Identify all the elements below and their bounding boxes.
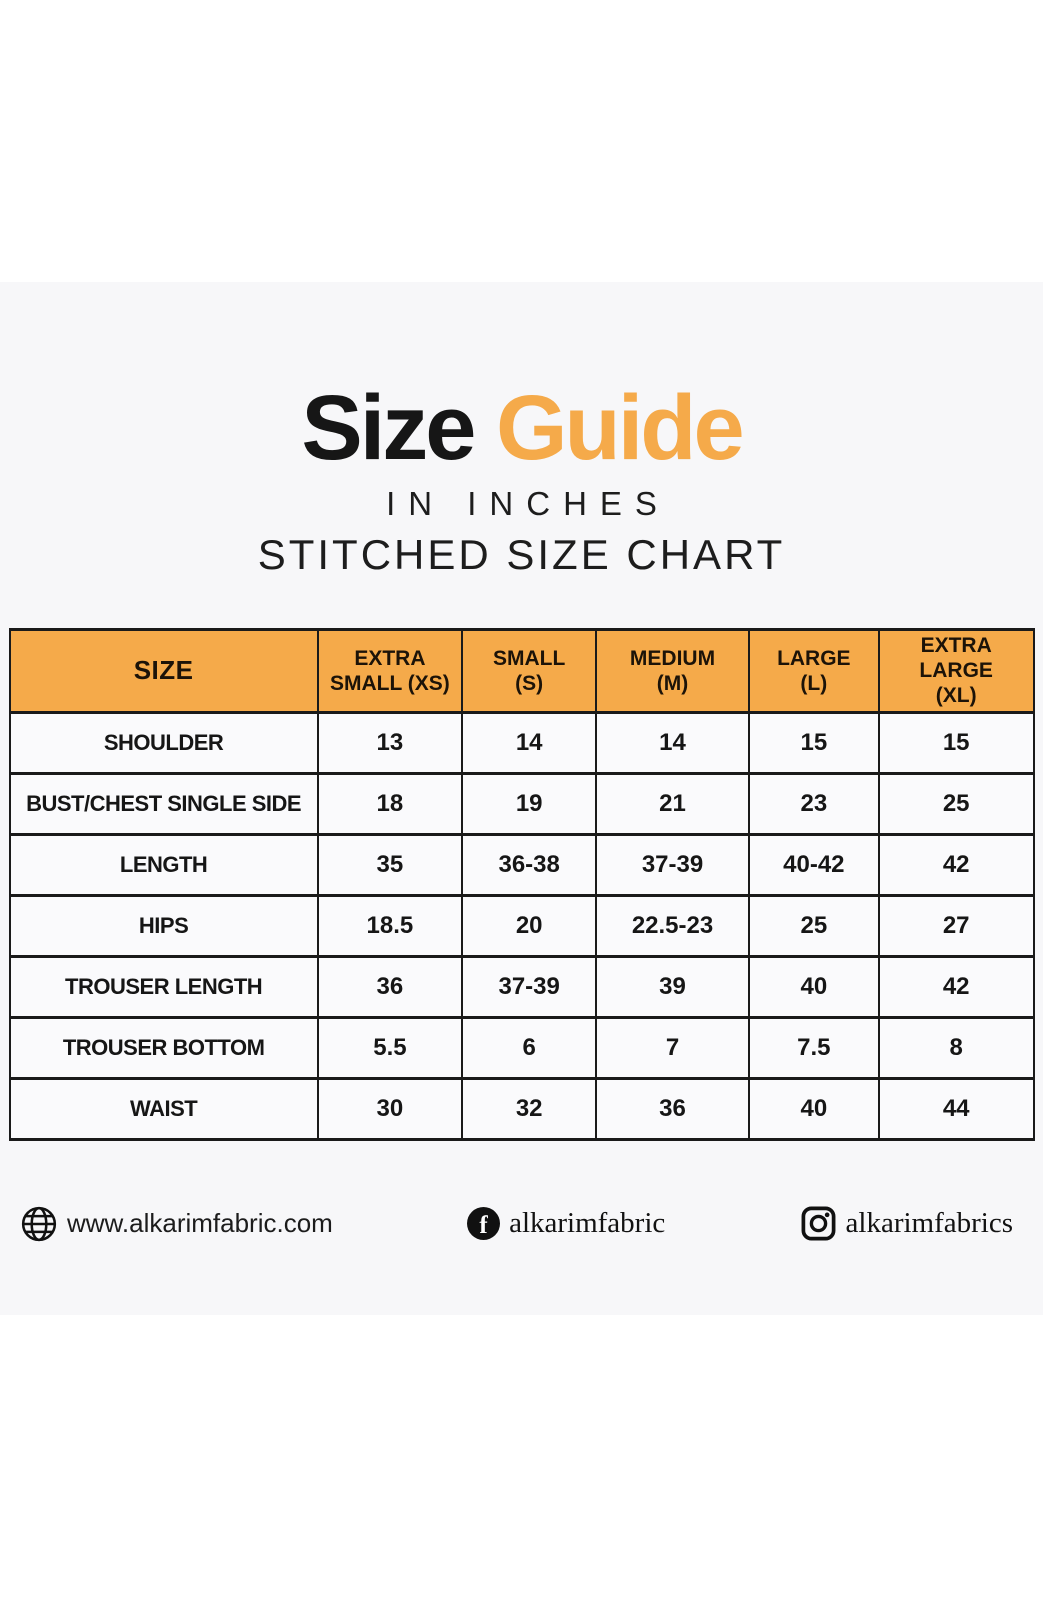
cell-value: 23	[747, 771, 880, 836]
cell-value: 6	[461, 1015, 598, 1080]
table-row-bust-chest: BUST/CHEST SINGLE SIDE 18 19 21 23 25	[8, 771, 1035, 836]
cell-value: 15	[747, 710, 880, 775]
facebook-link[interactable]: f alkarimfabric	[467, 1207, 666, 1241]
cell-value: 25	[877, 771, 1035, 836]
cell-value: 40	[747, 954, 880, 1019]
cell-value: 36-38	[461, 832, 598, 897]
row-label: TROUSER BOTTOM	[8, 1015, 319, 1080]
table-row-trouser-length: TROUSER LENGTH 36 37-39 39 40 42	[8, 954, 1035, 1019]
title-word-guide: Guide	[495, 377, 745, 479]
row-label: BUST/CHEST SINGLE SIDE	[8, 771, 319, 836]
row-label: HIPS	[8, 893, 319, 958]
cell-value: 20	[461, 893, 598, 958]
cell-value: 25	[747, 893, 880, 958]
cell-value: 35	[316, 832, 464, 897]
col-header-medium: MEDIUM (M)	[595, 628, 750, 714]
cell-value: 36	[316, 954, 464, 1019]
table-row-length: LENGTH 35 36-38 37-39 40-42 42	[8, 832, 1035, 897]
instagram-link[interactable]: alkarimfabrics	[800, 1205, 1013, 1242]
cell-value: 21	[595, 771, 750, 836]
facebook-label: alkarimfabric	[509, 1207, 666, 1240]
table-row-shoulder: SHOULDER 13 14 14 15 15	[8, 710, 1035, 775]
cell-value: 37-39	[595, 832, 750, 897]
row-label: SHOULDER	[8, 710, 319, 775]
cell-value: 40-42	[747, 832, 880, 897]
cell-value: 14	[595, 710, 750, 775]
col-header-extra-small: EXTRA SMALL (XS)	[316, 628, 464, 714]
table-header-row: SIZE EXTRA SMALL (XS) SMALL (S) MEDIUM (M) …	[8, 628, 1035, 714]
website-label: www.alkarimfabric.com	[67, 1208, 333, 1239]
subtitle-stitched-size-chart: STITCHED SIZE CHART	[257, 531, 786, 578]
cell-value: 14	[461, 710, 598, 775]
table-row-hips: HIPS 18.5 20 22.5-23 25 27	[8, 893, 1035, 958]
title-block: Size Guide IN INCHES STITCHED SIZE CHART	[0, 382, 1043, 578]
cell-value: 18	[316, 771, 464, 836]
page-title: Size Guide	[0, 382, 1043, 474]
cell-value: 36	[595, 1076, 750, 1141]
size-chart-table: SIZE EXTRA SMALL (XS) SMALL (S) MEDIUM (M) …	[8, 628, 1035, 1141]
cell-value: 13	[316, 710, 464, 775]
size-guide-panel: Size Guide IN INCHES STITCHED SIZE CHART…	[0, 282, 1043, 1315]
cell-value: 19	[461, 771, 598, 836]
row-label: WAIST	[8, 1076, 319, 1141]
instagram-label: alkarimfabrics	[845, 1207, 1013, 1240]
cell-value: 42	[877, 954, 1035, 1019]
col-header-large: LARGE (L)	[747, 628, 880, 714]
subtitle-in-inches: IN INCHES	[386, 485, 670, 522]
cell-value: 22.5-23	[595, 893, 750, 958]
col-header-extra-large: EXTRA LARGE (XL)	[877, 628, 1035, 714]
cell-value: 32	[461, 1076, 598, 1141]
cell-value: 7.5	[747, 1015, 880, 1080]
cell-value: 42	[877, 832, 1035, 897]
globe-icon	[20, 1205, 58, 1243]
col-header-size: SIZE	[8, 628, 319, 714]
row-label: LENGTH	[8, 832, 319, 897]
instagram-icon	[800, 1205, 837, 1242]
cell-value: 15	[877, 710, 1035, 775]
title-word-size: Size	[301, 377, 496, 479]
top-margin	[0, 0, 1043, 282]
col-header-small: SMALL (S)	[461, 628, 598, 714]
cell-value: 44	[877, 1076, 1035, 1141]
row-label: TROUSER LENGTH	[8, 954, 319, 1019]
cell-value: 30	[316, 1076, 464, 1141]
cell-value: 37-39	[461, 954, 598, 1019]
website-link[interactable]: www.alkarimfabric.com	[20, 1205, 333, 1243]
cell-value: 5.5	[316, 1015, 464, 1080]
bottom-margin	[0, 1315, 1043, 1600]
cell-value: 40	[747, 1076, 880, 1141]
cell-value: 18.5	[316, 893, 464, 958]
cell-value: 39	[595, 954, 750, 1019]
table-row-waist: WAIST 30 32 36 40 44	[8, 1076, 1035, 1141]
table-row-trouser-bottom: TROUSER BOTTOM 5.5 6 7 7.5 8	[8, 1015, 1035, 1080]
facebook-icon: f	[467, 1207, 501, 1241]
footer: www.alkarimfabric.com f alkarimfabric al…	[20, 1205, 1013, 1243]
cell-value: 7	[595, 1015, 750, 1080]
cell-value: 27	[877, 893, 1035, 958]
cell-value: 8	[877, 1015, 1035, 1080]
